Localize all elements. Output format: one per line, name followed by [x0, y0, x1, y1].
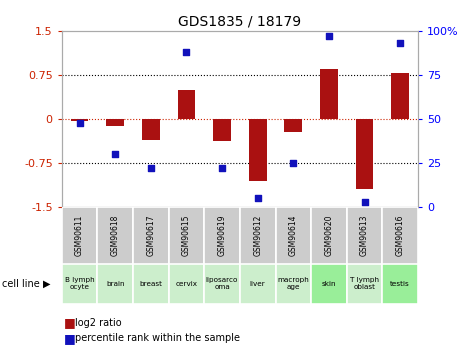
Bar	[62, 264, 97, 304]
Text: liver: liver	[250, 281, 266, 287]
Text: ■: ■	[64, 316, 76, 329]
Bar	[106, 119, 124, 126]
Text: ■: ■	[64, 332, 76, 345]
Bar	[391, 73, 409, 119]
Bar	[62, 207, 97, 264]
Text: percentile rank within the sample: percentile rank within the sample	[75, 333, 240, 343]
Point	[76, 120, 84, 125]
Bar	[97, 264, 133, 304]
Bar	[320, 69, 338, 119]
Bar	[347, 264, 382, 304]
Bar	[213, 119, 231, 141]
Text: log2 ratio: log2 ratio	[75, 318, 122, 327]
Text: GSM90616: GSM90616	[396, 215, 405, 256]
Bar	[382, 264, 418, 304]
Text: testis: testis	[390, 281, 410, 287]
Text: liposarco
oma: liposarco oma	[206, 277, 238, 290]
Text: skin: skin	[322, 281, 336, 287]
Text: cervix: cervix	[175, 281, 198, 287]
Bar	[240, 264, 276, 304]
Text: T lymph
oblast: T lymph oblast	[350, 277, 379, 290]
Bar	[249, 119, 266, 181]
Title: GDS1835 / 18179: GDS1835 / 18179	[178, 14, 302, 29]
Point	[396, 41, 404, 46]
Bar	[356, 119, 373, 189]
Bar	[97, 207, 133, 264]
Bar	[133, 207, 169, 264]
Text: macroph
age: macroph age	[277, 277, 309, 290]
Text: GSM90611: GSM90611	[75, 215, 84, 256]
Point	[111, 151, 119, 157]
Text: B lymph
ocyte: B lymph ocyte	[65, 277, 95, 290]
Bar	[347, 207, 382, 264]
Text: brain: brain	[106, 281, 124, 287]
Text: GSM90620: GSM90620	[324, 215, 333, 256]
Text: ▶: ▶	[43, 279, 50, 289]
Point	[361, 199, 369, 205]
Bar	[276, 207, 311, 264]
Text: GSM90613: GSM90613	[360, 215, 369, 256]
Bar	[169, 264, 204, 304]
Bar	[204, 264, 240, 304]
Point	[325, 33, 332, 39]
Bar	[240, 207, 276, 264]
Bar	[276, 264, 311, 304]
Text: cell line: cell line	[2, 279, 40, 289]
Bar	[311, 264, 347, 304]
Bar	[71, 119, 88, 121]
Text: GSM90618: GSM90618	[111, 215, 120, 256]
Point	[218, 166, 226, 171]
Point	[289, 160, 297, 166]
Text: GSM90615: GSM90615	[182, 215, 191, 256]
Text: GSM90614: GSM90614	[289, 215, 298, 256]
Bar	[178, 90, 195, 119]
Bar	[204, 207, 240, 264]
Text: breast: breast	[139, 281, 162, 287]
Bar	[311, 207, 347, 264]
Point	[182, 49, 190, 55]
Bar	[142, 119, 160, 139]
Bar	[169, 207, 204, 264]
Point	[254, 195, 261, 201]
Bar	[285, 119, 302, 132]
Text: GSM90617: GSM90617	[146, 215, 155, 256]
Bar	[133, 264, 169, 304]
Point	[147, 166, 155, 171]
Text: GSM90619: GSM90619	[218, 215, 227, 256]
Text: GSM90612: GSM90612	[253, 215, 262, 256]
Bar	[382, 207, 418, 264]
